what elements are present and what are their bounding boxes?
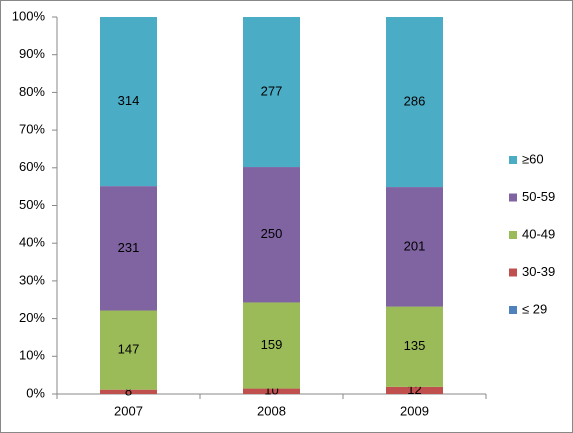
data-label: 147 bbox=[118, 342, 140, 357]
legend-swatch bbox=[509, 231, 517, 239]
y-tick-label: 10% bbox=[19, 348, 45, 363]
data-label: 135 bbox=[404, 338, 426, 353]
bar-segment bbox=[100, 186, 157, 311]
data-label: 277 bbox=[261, 83, 283, 98]
y-tick-label: 60% bbox=[19, 159, 45, 174]
data-label: 250 bbox=[261, 226, 283, 241]
y-tick-label: 30% bbox=[19, 272, 45, 287]
data-label: 286 bbox=[404, 93, 426, 108]
data-label: 201 bbox=[404, 238, 426, 253]
y-tick-label: 0% bbox=[26, 385, 45, 400]
bar-segment bbox=[243, 388, 300, 394]
bar-segment bbox=[386, 187, 443, 307]
x-tick-label: 2008 bbox=[257, 403, 286, 418]
bar-segment bbox=[386, 17, 443, 188]
y-tick-label: 90% bbox=[19, 46, 45, 61]
bar-segment bbox=[100, 310, 157, 390]
legend-label: 50-59 bbox=[522, 189, 555, 204]
bar-segment bbox=[386, 386, 443, 394]
y-tick-label: 70% bbox=[19, 122, 45, 137]
bar-segment bbox=[243, 302, 300, 389]
bar-segment bbox=[386, 306, 443, 387]
y-tick-label: 20% bbox=[19, 310, 45, 325]
legend-swatch bbox=[509, 268, 517, 277]
data-label: 8 bbox=[125, 383, 132, 398]
data-label: 314 bbox=[118, 93, 140, 108]
y-tick-label: 100% bbox=[12, 8, 46, 23]
legend-label: 40-49 bbox=[522, 226, 555, 241]
y-tick-label: 40% bbox=[19, 235, 45, 250]
legend-swatch bbox=[509, 193, 517, 202]
bar-segment bbox=[100, 17, 157, 187]
bar-segment bbox=[100, 389, 157, 394]
y-tick-label: 80% bbox=[19, 84, 45, 99]
x-tick-label: 2007 bbox=[114, 403, 143, 418]
y-tick-label: 50% bbox=[19, 197, 45, 212]
legend-label: ≥60 bbox=[522, 151, 544, 166]
bar-segment bbox=[243, 17, 300, 168]
legend-label: 30-39 bbox=[522, 264, 555, 279]
bar-segment bbox=[243, 167, 300, 303]
legend-swatch bbox=[509, 306, 517, 314]
data-label: 159 bbox=[261, 337, 283, 352]
legend-swatch bbox=[509, 156, 517, 164]
x-tick-label: 2009 bbox=[400, 403, 429, 418]
legend-label: ≤ 29 bbox=[522, 301, 547, 316]
data-label: 231 bbox=[118, 240, 140, 255]
